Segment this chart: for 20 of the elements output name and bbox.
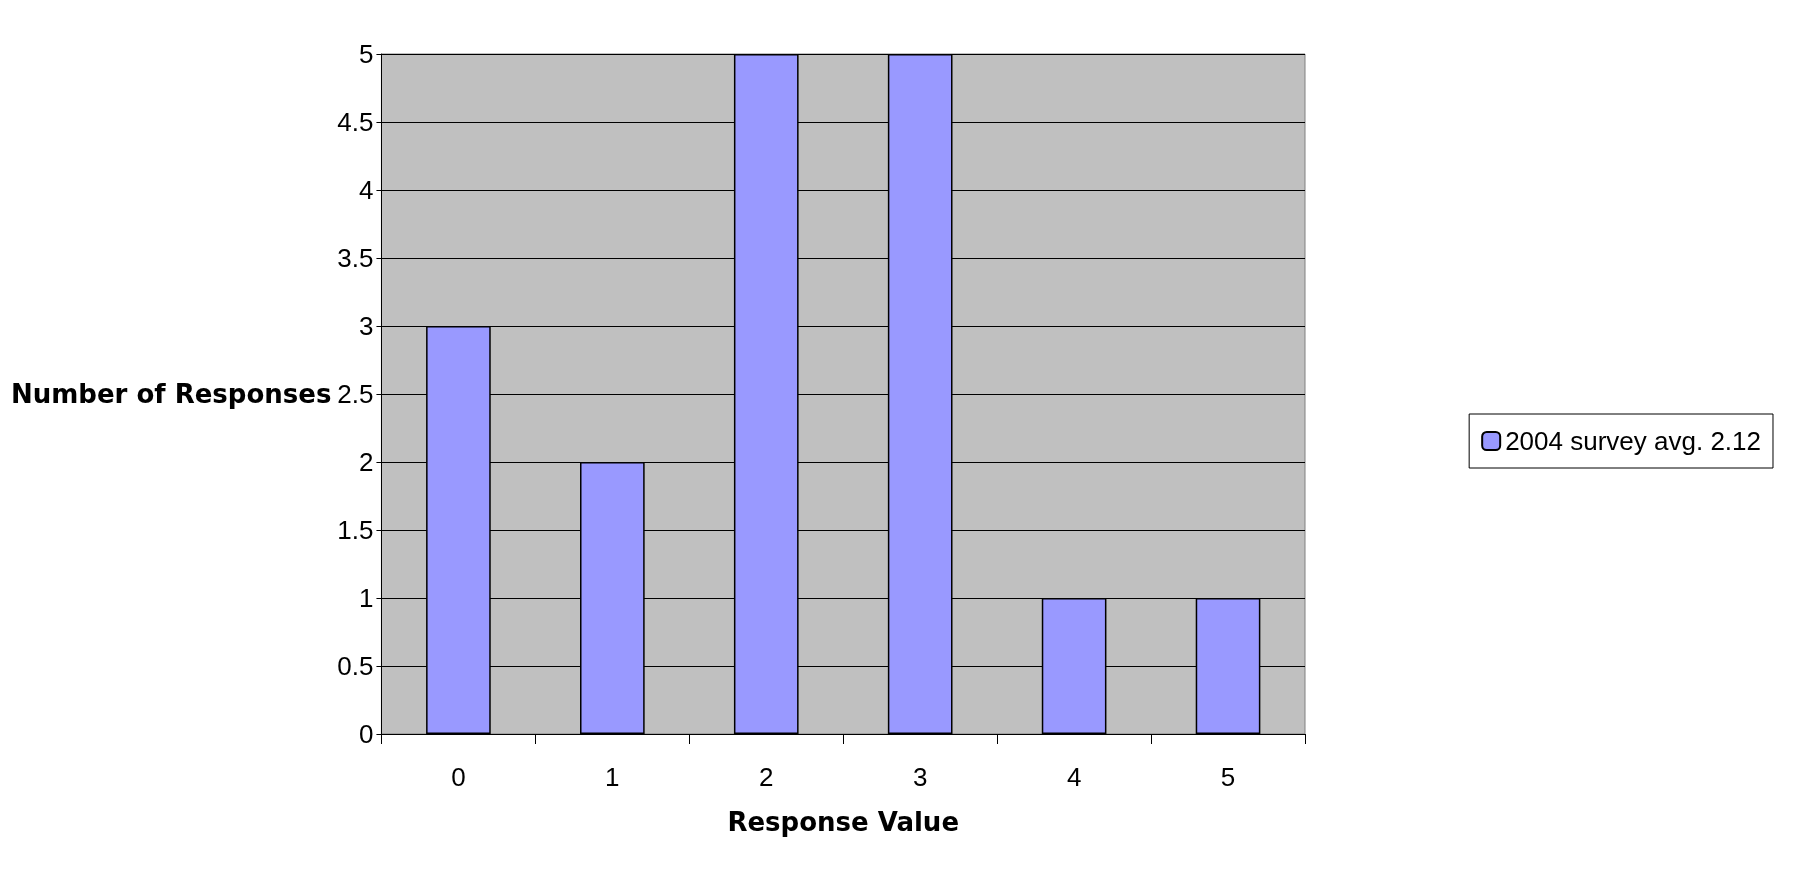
y-tick-label: 0 [358,719,374,749]
x-tick-label: 2 [759,762,774,792]
x-tick-label: 3 [912,762,928,792]
y-tick-label: 4 [358,175,374,205]
y-tick-label: 2 [358,447,374,477]
y-tick-label: 1.5 [337,515,374,545]
y-tick-label: 0.5 [337,651,374,681]
x-tick-label: 1 [605,762,620,792]
legend-label: 2004 survey avg. 2.12 [1505,426,1762,456]
y-tick-label: 3.5 [337,243,374,273]
y-axis-title: Number of Responses [11,379,332,409]
x-axis-title: Response Value [727,807,960,837]
y-tick-label: 4.5 [337,107,374,137]
x-tick-label: 5 [1220,762,1236,792]
x-tick-label: 4 [1066,762,1082,792]
y-tick-label: 2.5 [337,379,374,409]
y-tick-label: 1 [358,583,374,613]
x-tick-label: 0 [451,762,466,792]
y-tick-label: 5 [358,39,374,69]
y-tick-label: 3 [358,311,374,341]
